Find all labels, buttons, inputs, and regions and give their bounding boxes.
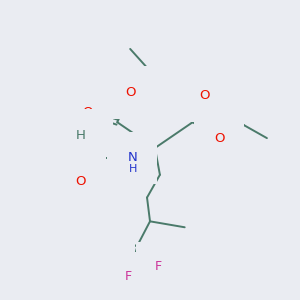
Text: F: F bbox=[124, 270, 132, 283]
Text: F: F bbox=[154, 260, 161, 273]
Text: O: O bbox=[214, 132, 225, 145]
Text: O: O bbox=[75, 175, 86, 188]
Text: H: H bbox=[129, 164, 137, 174]
Text: N: N bbox=[127, 152, 137, 164]
Text: O: O bbox=[82, 106, 93, 119]
Text: F: F bbox=[109, 253, 116, 266]
Text: H: H bbox=[76, 129, 85, 142]
Text: O: O bbox=[199, 89, 210, 102]
Text: O: O bbox=[125, 86, 135, 99]
